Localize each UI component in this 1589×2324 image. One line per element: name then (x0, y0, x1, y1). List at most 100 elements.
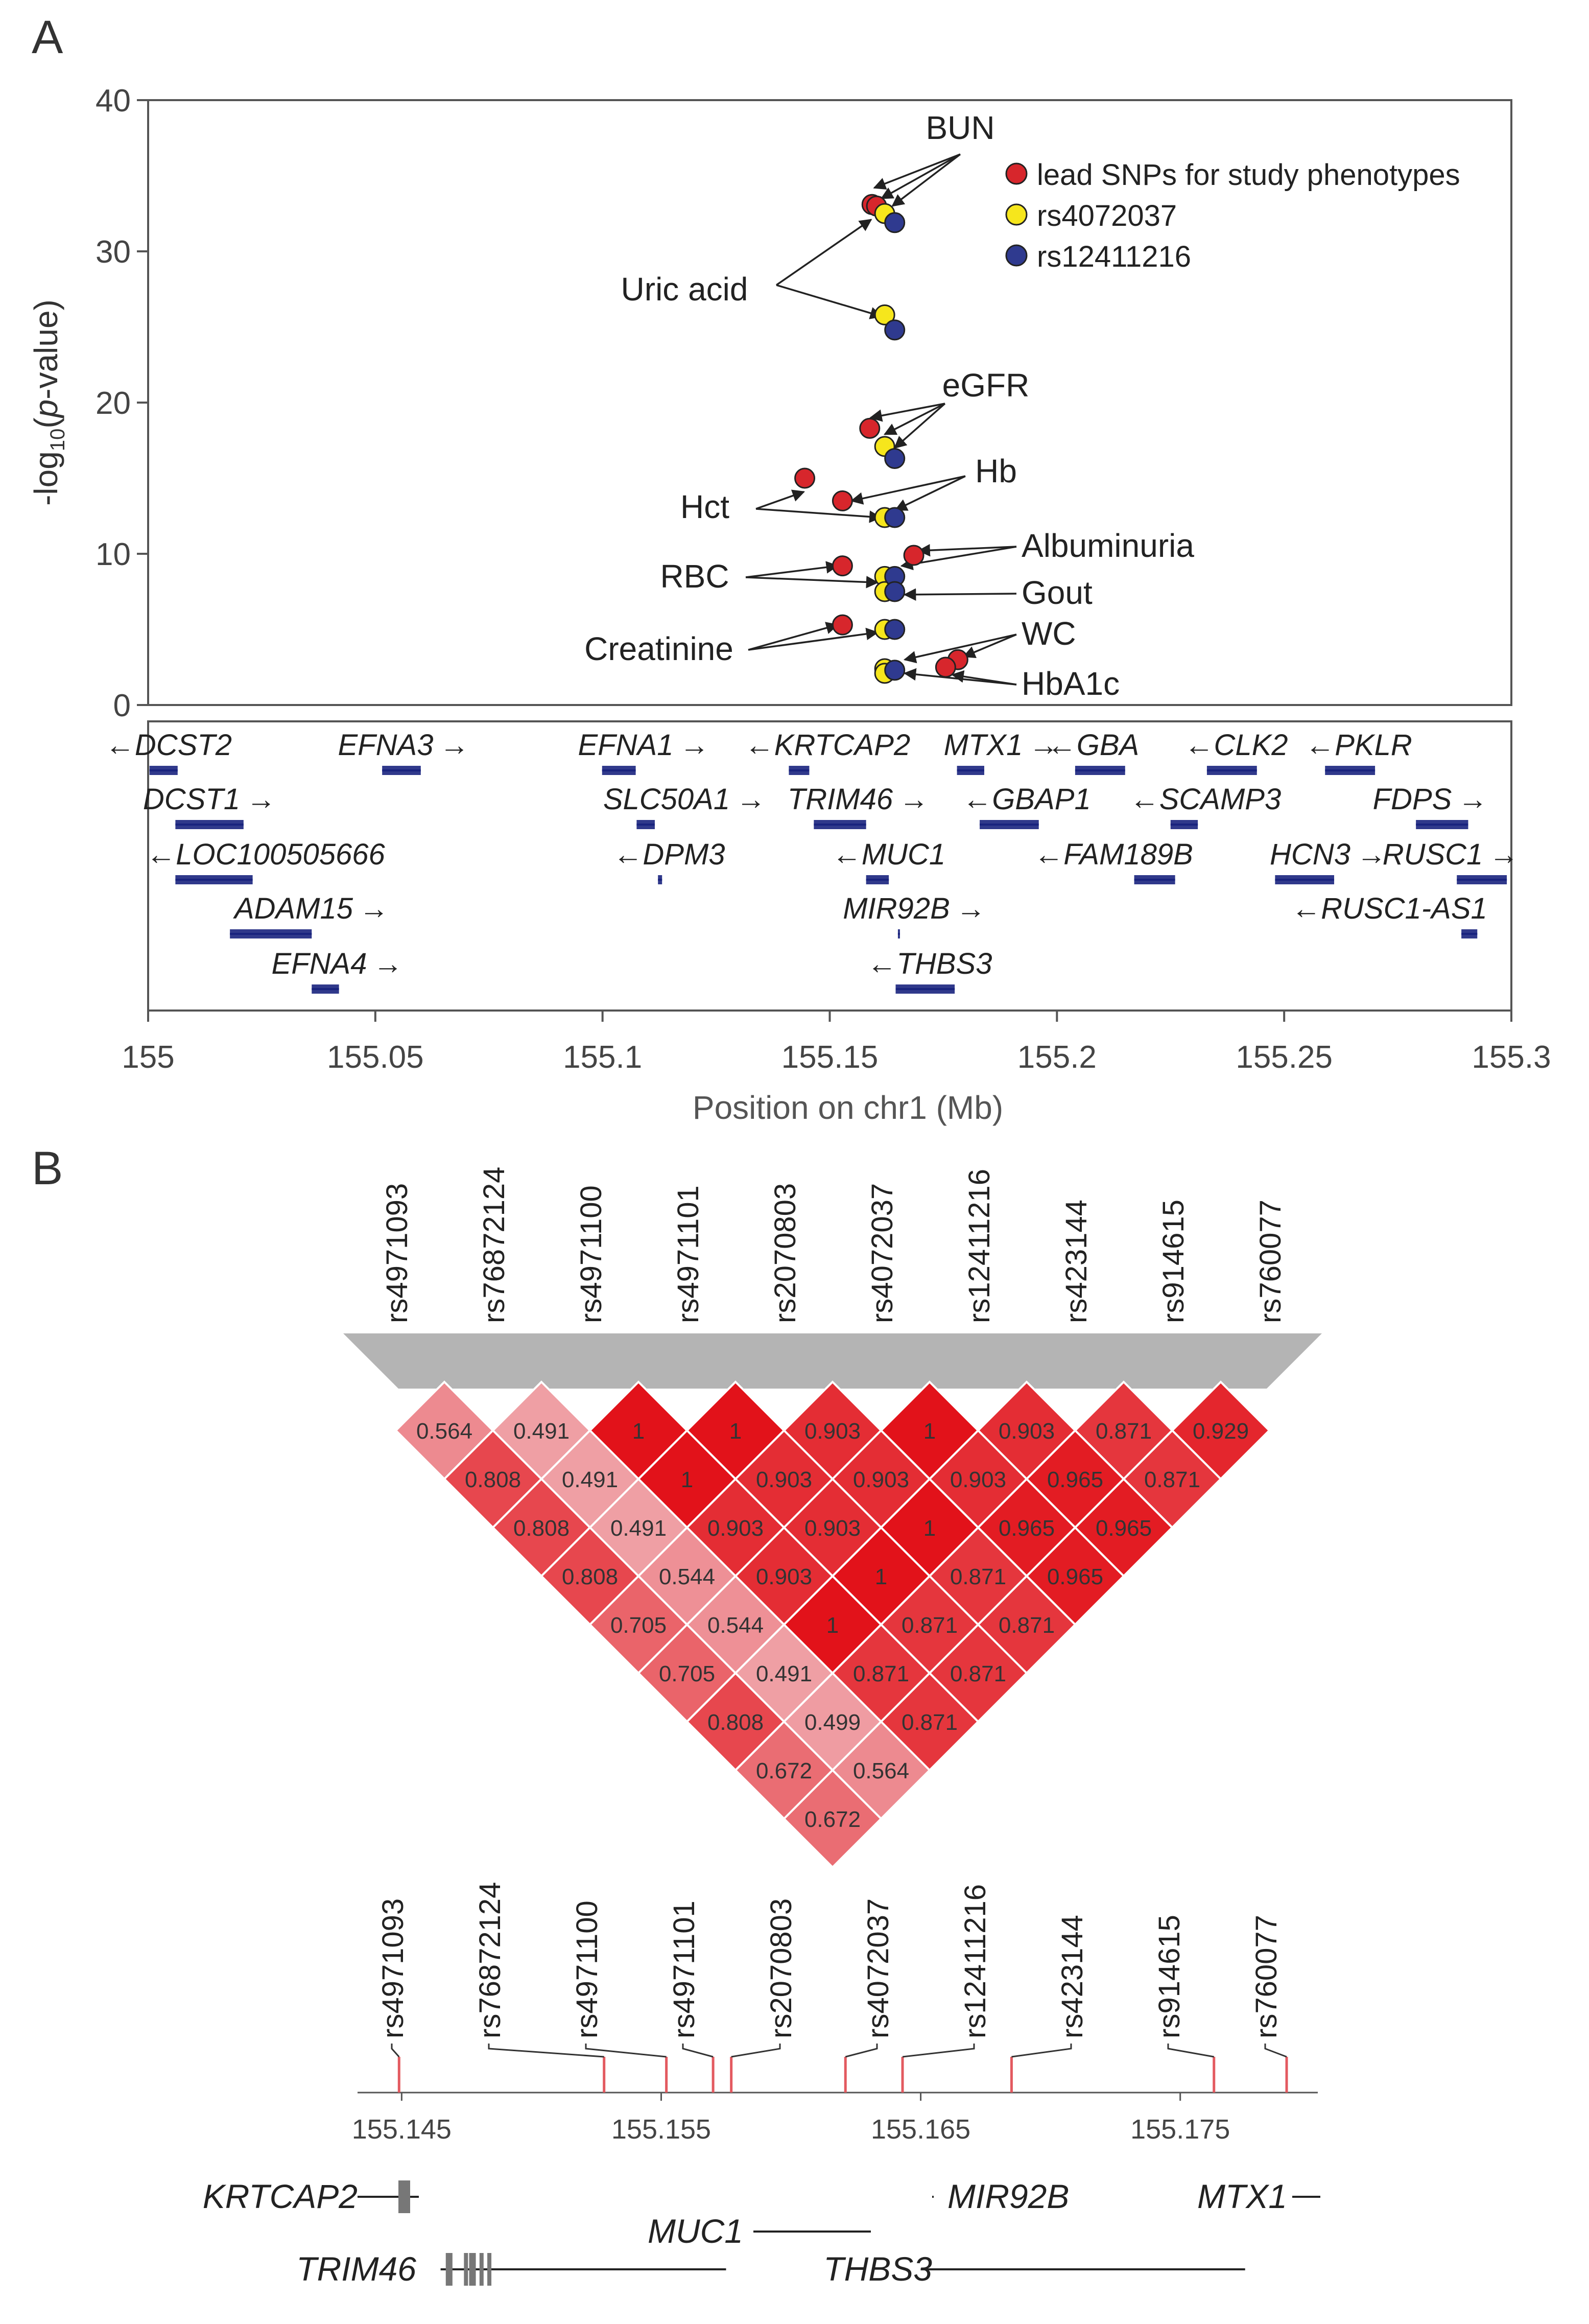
gene-exons (1170, 820, 1198, 829)
annotation-arrow (755, 508, 882, 523)
ld-value: 0.808 (465, 1467, 521, 1492)
ld-value: 0.491 (610, 1516, 667, 1541)
gene-label: ←FAM189B (1034, 838, 1193, 871)
gene-direction-arrow: ← (1047, 729, 1077, 762)
gene-label: FDPS → (1373, 783, 1488, 816)
gene-exon (464, 2253, 468, 2286)
ld-value: 0.903 (707, 1516, 764, 1541)
snp-label-bottom: rs760077 (1250, 1915, 1283, 2038)
legend-marker (1005, 203, 1028, 226)
x-tick-label: 155 (122, 1040, 174, 1075)
ld-value: 0.965 (1047, 1564, 1103, 1589)
legend-label: rs4072037 (1037, 199, 1177, 232)
x-axis: 155 155.05 155.1 155.15 155.2 155.25 155.3 (122, 1010, 1551, 1075)
gene-label: KRTCAP2 (203, 2177, 358, 2215)
gene-exons (1206, 766, 1257, 775)
gene-name: FDPS (1373, 783, 1452, 816)
data-point (884, 448, 906, 470)
gene-exons (895, 984, 955, 994)
gene-exons (1461, 929, 1478, 938)
gene-name: EFNA1 (578, 729, 674, 762)
ld-value: 0.903 (756, 1467, 812, 1492)
ld-value: 0.544 (707, 1613, 764, 1638)
y-axis: 0 10 20 30 40 (96, 83, 148, 723)
ld-value: 0.903 (999, 1419, 1055, 1444)
annotation-arrow (883, 403, 945, 435)
ld-value: 1 (923, 1419, 936, 1444)
gene-exons (602, 766, 636, 775)
ld-value: 0.491 (513, 1419, 570, 1444)
y-tick-label: 40 (96, 83, 131, 119)
gene-direction-arrow: → (246, 783, 276, 816)
panel-a-regional-plot: 0 10 20 30 40 155 155.05 155.1 155.15 155.2 155.2… (28, 83, 1551, 1126)
gene-direction-arrow: ← (146, 838, 176, 871)
x-tick-label: 155.05 (327, 1040, 424, 1075)
gene-name: PKLR (1335, 729, 1412, 762)
gene-name: GBA (1077, 729, 1140, 762)
annotation-arrow (873, 153, 961, 190)
gene-label: HCN3 → (1270, 838, 1386, 871)
gene-name: SCAMP3 (1159, 783, 1282, 816)
gene-label: TRIM46 (296, 2250, 416, 2288)
snp-connector (682, 2044, 714, 2058)
snp-label-bottom: rs12411216 (959, 1884, 992, 2038)
ld-value: 0.808 (562, 1564, 618, 1589)
ld-value: 0.564 (416, 1419, 472, 1444)
snp-label: rs914615 (1157, 1200, 1190, 1323)
data-point (884, 507, 906, 528)
gene-name: RUSC1 (1383, 838, 1483, 871)
gene-direction-arrow: → (679, 729, 709, 762)
snp-connector (845, 2044, 878, 2058)
gene-label: MIR92B → (843, 892, 986, 925)
ld-value: 0.929 (1193, 1419, 1249, 1444)
ld-value: 0.564 (853, 1758, 909, 1783)
gene-label: ←DPM3 (613, 838, 725, 871)
data-point (884, 660, 906, 681)
annotation-arrow (869, 403, 945, 422)
data-point (884, 619, 906, 640)
gene-exons (175, 820, 244, 829)
phenotype-annotations: BUN Uric acid eGFR Hb Hct Albuminuria RBC Gout C… (584, 109, 1194, 702)
snp-label-bottom: rs4072037 (862, 1898, 895, 2038)
gene-direction-arrow: → (899, 783, 929, 816)
snp-position-track: 155.145 155.155 155.165 155.175 rs4971093 rs7… (352, 1882, 1318, 2145)
position-tick-label: 155.145 (352, 2114, 452, 2145)
gene-direction-arrow: → (736, 783, 766, 816)
snp-connector (1011, 2044, 1072, 2058)
ld-value: 0.871 (902, 1613, 958, 1638)
y-label-italic: p (28, 400, 64, 419)
snp-labels-top: rs4971093 rs76872124 rs4971100 rs4971101 rs2… (381, 1167, 1287, 1323)
snp-connector (391, 2044, 400, 2057)
gene-label: SLC50A1 → (603, 783, 766, 816)
gene-label: ADAM15 → (233, 892, 389, 925)
gene-exons (1275, 875, 1335, 884)
y-tick-label: 30 (96, 234, 131, 270)
annotation-arrow (745, 561, 839, 578)
gene-exons (866, 875, 889, 884)
y-tick-label: 10 (96, 537, 131, 572)
ld-value: 0.903 (804, 1516, 861, 1541)
gene-label: MUC1 (648, 2212, 743, 2250)
x-tick-label: 155.25 (1236, 1040, 1333, 1075)
snp-label-bottom: rs423144 (1056, 1915, 1089, 2038)
gene-exons (957, 766, 984, 775)
gene-direction-arrow: ← (1130, 783, 1159, 816)
gene-label: THBS3 (823, 2250, 932, 2288)
gene-name: ADAM15 (233, 892, 353, 925)
gene-exons (1325, 766, 1375, 775)
ld-value: 1 (632, 1419, 645, 1444)
gene-exon (448, 2253, 453, 2286)
annotation-label: Creatinine (584, 630, 733, 667)
annotation-arrow (903, 668, 1017, 686)
ld-value: 0.871 (950, 1661, 1006, 1686)
gene-name: GBAP1 (992, 783, 1090, 816)
gene-exon (479, 2253, 484, 2286)
gene-name: MTX1 (944, 729, 1023, 762)
annotation-label: Gout (1022, 574, 1093, 611)
annotation-label: Albuminuria (1022, 527, 1194, 564)
snp-label: rs760077 (1254, 1200, 1287, 1323)
data-point (884, 212, 906, 233)
annotation-arrow (880, 153, 961, 199)
ld-value: 1 (923, 1516, 936, 1541)
data-point (832, 490, 853, 511)
